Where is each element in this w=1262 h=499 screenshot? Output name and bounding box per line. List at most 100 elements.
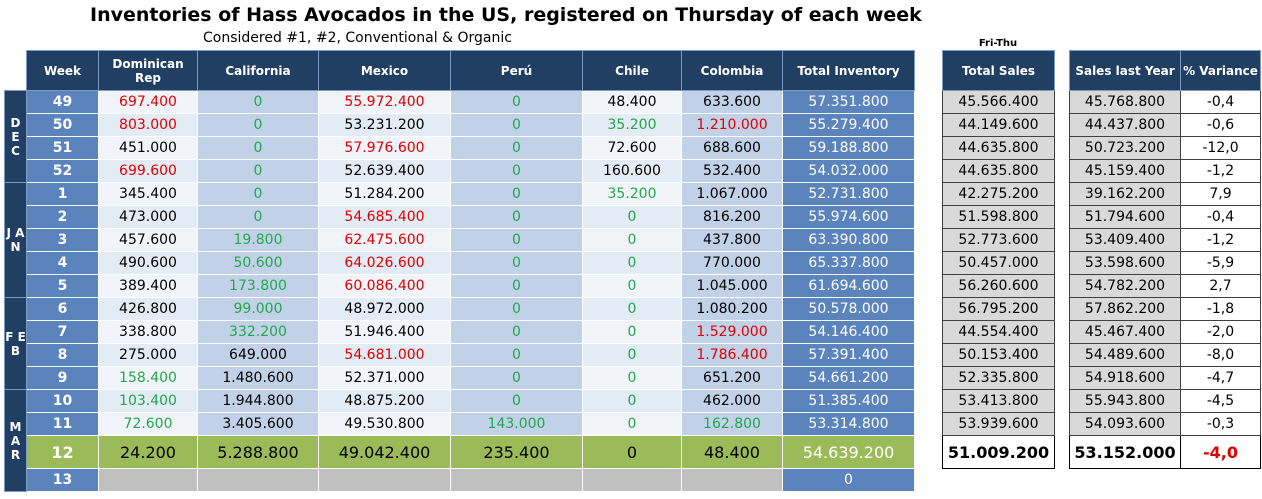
mexico-cell [318, 468, 451, 492]
sales-row: 44.554.400 [942, 320, 1055, 344]
chile-cell: 0 [582, 366, 682, 390]
california-cell: 0 [197, 90, 319, 114]
week-cell: 5 [26, 274, 99, 298]
sales-row: 45.566.400 [942, 90, 1055, 114]
total-inventory-cell: 53.314.800 [782, 412, 915, 436]
chart-title: Inventories of Hass Avocados in the US, … [90, 4, 922, 26]
sales-last-year-cell: 54.489.600 [1069, 343, 1181, 367]
total-sales-cell: 52.773.600 [942, 228, 1055, 252]
table-row: 3 457.600 19.800 62.475.600 0 0 437.800 63.390.… [5, 228, 915, 252]
table-row: 51 451.000 0 57.976.600 0 72.600 688.600 59.188… [5, 136, 915, 160]
total-inventory-cell: 54.032.000 [782, 159, 915, 183]
header-california: California [197, 50, 319, 91]
variance-cell: -0,6 [1180, 113, 1261, 137]
peru-cell: 0 [450, 136, 583, 160]
mexico-cell: 49.042.400 [318, 435, 451, 469]
colombia-cell: 48.400 [681, 435, 783, 469]
california-cell: 19.800 [197, 228, 319, 252]
mexico-cell: 54.685.400 [318, 205, 451, 229]
total-sales-cell: 56.795.200 [942, 297, 1055, 321]
peru-cell: 0 [450, 159, 583, 183]
chile-cell: 0 [582, 274, 682, 298]
dominican-rep-cell: 697.400 [98, 90, 198, 114]
mexico-cell: 48.972.000 [318, 297, 451, 321]
week-cell: 51 [26, 136, 99, 160]
total-inventory-cell: 52.731.800 [782, 182, 915, 206]
sales-row: 53.413.800 [942, 389, 1055, 413]
california-cell: 649.000 [197, 343, 319, 367]
table-row: 8 275.000 649.000 54.681.000 0 0 1.786.400 57.3… [5, 343, 915, 367]
sales-row: 50.457.000 [942, 251, 1055, 275]
total-sales-cell: 52.335.800 [942, 366, 1055, 390]
total-inventory-cell: 57.351.800 [782, 90, 915, 114]
peru-cell: 0 [450, 343, 583, 367]
variance-cell: -1,2 [1180, 159, 1261, 183]
peru-cell: 0 [450, 228, 583, 252]
variance-cell: -4,7 [1180, 366, 1261, 390]
total-sales-cell: 44.149.600 [942, 113, 1055, 137]
total-sales-cell: 51.598.800 [942, 205, 1055, 229]
total-inventory-cell: 54.639.200 [782, 435, 915, 469]
peru-cell: 0 [450, 182, 583, 206]
mexico-cell: 53.231.200 [318, 113, 451, 137]
peru-cell: 143.000 [450, 412, 583, 436]
colombia-cell: 532.400 [681, 159, 783, 183]
header-peru: Perú [450, 50, 583, 91]
week-cell: 10 [26, 389, 99, 413]
chile-cell: 0 [582, 389, 682, 413]
last-year-row: 55.943.800 -4,5 [1069, 389, 1261, 413]
peru-cell: 0 [450, 251, 583, 275]
sales-last-year-cell: 54.918.600 [1069, 366, 1181, 390]
chile-cell: 0 [582, 435, 682, 469]
total-sales-cell: 50.457.000 [942, 251, 1055, 275]
chile-cell: 35.200 [582, 113, 682, 137]
week-cell: 52 [26, 159, 99, 183]
week-cell: 11 [26, 412, 99, 436]
last-year-row: 45.159.400 -1,2 [1069, 159, 1261, 183]
chile-cell: 0 [582, 343, 682, 367]
mexico-cell: 48.875.200 [318, 389, 451, 413]
table-row: 13 0 [5, 468, 915, 492]
dominican-rep-cell: 345.400 [98, 182, 198, 206]
mexico-cell: 55.972.400 [318, 90, 451, 114]
colombia-cell: 462.000 [681, 389, 783, 413]
california-cell: 99.000 [197, 297, 319, 321]
colombia-cell: 688.600 [681, 136, 783, 160]
colombia-cell [681, 468, 783, 492]
table-row: 7 338.800 332.200 51.946.400 0 0 1.529.000 54.1… [5, 320, 915, 344]
colombia-cell: 437.800 [681, 228, 783, 252]
table-row: M A R 10 103.400 1.944.800 48.875.200 0 0 462.0… [4, 389, 915, 492]
month-label: J A N [4, 182, 27, 298]
total-sales-cell: 56.260.600 [942, 274, 1055, 298]
chile-cell: 0 [582, 251, 682, 275]
total-inventory-cell: 65.337.800 [782, 251, 915, 275]
sales-row: 56.795.200 [942, 297, 1055, 321]
header-colombia: Colombia [681, 50, 783, 91]
chile-cell: 0 [582, 320, 682, 344]
week-cell: 49 [26, 90, 99, 114]
california-cell: 50.600 [197, 251, 319, 275]
dominican-rep-cell: 699.600 [98, 159, 198, 183]
variance-cell: 7,9 [1180, 182, 1261, 206]
colombia-cell: 162.800 [681, 412, 783, 436]
header-sales-last-year: Sales last Year [1069, 50, 1181, 91]
peru-cell: 0 [450, 297, 583, 321]
last-year-row: 54.093.600 -0,3 [1069, 412, 1261, 436]
dominican-rep-cell: 426.800 [98, 297, 198, 321]
table-row: 2 473.000 0 54.685.400 0 0 816.200 55.974.600 [5, 205, 915, 229]
colombia-cell: 770.000 [681, 251, 783, 275]
total-inventory-cell: 54.146.400 [782, 320, 915, 344]
total-inventory-cell: 0 [782, 468, 915, 492]
header-dominican-rep: Dominican Rep [98, 50, 198, 91]
sales-last-year-cell: 45.159.400 [1069, 159, 1181, 183]
chile-cell [582, 468, 682, 492]
chile-cell: 72.600 [582, 136, 682, 160]
week-cell: 12 [26, 435, 99, 469]
california-cell: 1.944.800 [197, 389, 319, 413]
last-year-row: 57.862.200 -1,8 [1069, 297, 1261, 321]
sales-last-year-cell: 57.862.200 [1069, 297, 1181, 321]
last-year-row: 44.437.800 -0,6 [1069, 113, 1261, 137]
variance-cell: -8,0 [1180, 343, 1261, 367]
mexico-cell: 60.086.400 [318, 274, 451, 298]
last-year-row: 45.768.800 -0,4 [1069, 90, 1261, 114]
